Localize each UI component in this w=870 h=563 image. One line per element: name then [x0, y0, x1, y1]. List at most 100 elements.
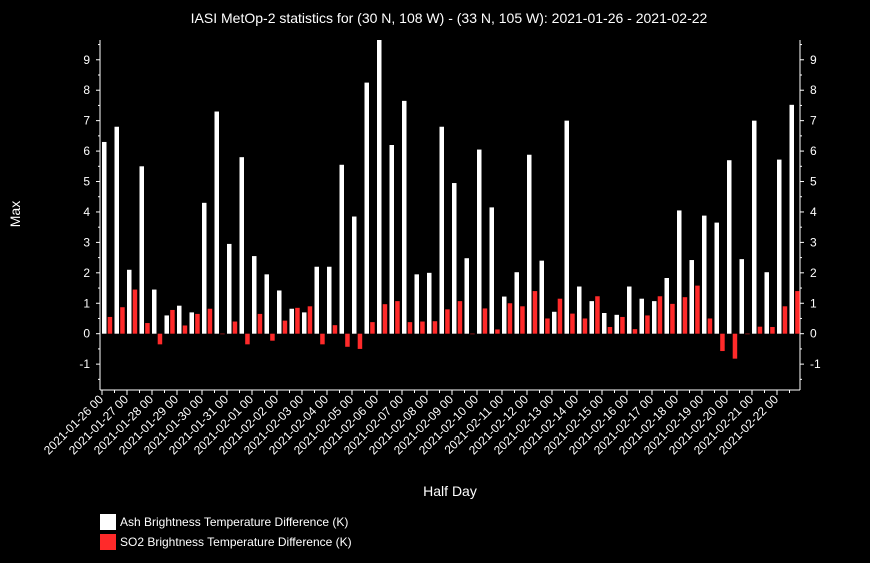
ash-bar [489, 207, 494, 334]
ash-bar [152, 289, 157, 334]
ash-bar [227, 243, 232, 334]
y-tick-label-left: 2 [83, 266, 90, 280]
so2-bar [470, 333, 475, 335]
ash-bar [352, 216, 357, 334]
ash-bar [127, 269, 132, 334]
ash-bar [139, 166, 144, 334]
ash-bar [339, 164, 344, 334]
y-tick-label-right: 8 [810, 83, 817, 97]
ash-bar [289, 308, 294, 334]
ash-bar [739, 259, 744, 334]
ash-bar [689, 260, 694, 334]
ash-bar [314, 266, 319, 334]
ash-bar [764, 272, 769, 334]
y-tick-label-left: 8 [83, 83, 90, 97]
ash-bar [264, 274, 269, 334]
so2-bar [332, 325, 338, 334]
so2-bar [220, 333, 225, 335]
ash-bar [327, 266, 332, 334]
so2-bar [782, 306, 788, 334]
ash-bar [239, 157, 244, 334]
so2-bar [695, 285, 700, 334]
so2-bar [182, 325, 188, 334]
y-tick-label-left: 7 [83, 114, 90, 128]
ash-bar [539, 260, 544, 334]
so2-bar [382, 304, 388, 334]
so2-bar [757, 326, 763, 334]
y-axis-label: Max [7, 201, 23, 227]
so2-bar [682, 297, 688, 334]
so2-bar [657, 296, 663, 334]
ash-bar [452, 183, 457, 334]
ash-bar [652, 301, 657, 334]
so2-bar [570, 313, 575, 334]
legend-label-so2: SO2 Brightness Temperature Difference (K… [120, 535, 352, 549]
ash-bar [752, 120, 757, 334]
so2-bar [282, 320, 288, 334]
so2-bar [357, 333, 363, 349]
so2-bar [120, 307, 125, 334]
ash-bar [664, 278, 669, 334]
so2-bar [720, 333, 725, 352]
y-tick-label-right: 2 [810, 266, 817, 280]
so2-bar [370, 322, 375, 334]
y-tick-label-right: 9 [810, 53, 817, 67]
ash-bar [102, 141, 107, 334]
y-tick-label-left: 3 [83, 235, 90, 249]
y-tick-label-right: 5 [810, 175, 817, 189]
so2-bar [420, 321, 425, 334]
ash-bar [202, 202, 207, 334]
so2-bar [395, 301, 400, 334]
ash-bar [639, 298, 644, 334]
legend-swatch-so2 [100, 534, 116, 550]
ash-bar [514, 272, 519, 334]
ash-bar [777, 159, 782, 334]
y-tick-label-right: 0 [810, 327, 817, 341]
so2-bar [507, 303, 513, 334]
y-tick-label-left: 6 [83, 144, 90, 158]
ash-bar [402, 100, 407, 334]
so2-bar [520, 306, 525, 334]
ash-bar [677, 210, 682, 334]
so2-bar [170, 309, 175, 334]
so2-bar [445, 309, 450, 334]
ash-bar [427, 272, 432, 334]
so2-bar [732, 333, 738, 359]
ash-bar [277, 290, 282, 334]
y-tick-label-left: 5 [83, 175, 90, 189]
ash-bar [164, 315, 169, 334]
ash-bar [389, 145, 394, 334]
so2-bar [195, 313, 200, 334]
ash-bar [527, 154, 532, 334]
ash-bar [414, 274, 419, 334]
so2-bar [495, 329, 500, 334]
ash-bar [114, 126, 119, 334]
ash-bar [377, 40, 382, 334]
so2-bar [307, 306, 313, 334]
so2-bar [795, 291, 800, 334]
legend: Ash Brightness Temperature Difference (K… [100, 512, 352, 552]
so2-bar [432, 321, 438, 334]
so2-bar [745, 333, 750, 335]
legend-item-so2: SO2 Brightness Temperature Difference (K… [100, 532, 352, 552]
so2-bar [770, 327, 775, 334]
so2-bar [320, 333, 325, 345]
chart-title: IASI MetOp-2 statistics for (30 N, 108 W… [191, 10, 708, 26]
ash-bar [727, 160, 732, 334]
so2-bar [107, 316, 113, 334]
so2-bar [707, 318, 713, 334]
so2-bar [545, 318, 550, 334]
ash-bar [177, 305, 182, 334]
ash-bar [702, 215, 707, 334]
x-axis-label: Half Day [423, 483, 477, 499]
ash-bar [464, 258, 469, 334]
ash-bar [502, 296, 507, 334]
y-tick-label-right: -1 [810, 357, 821, 371]
ash-bar [577, 286, 582, 334]
so2-bar [245, 333, 250, 345]
ash-bar [789, 104, 794, 334]
ash-bar [189, 312, 194, 334]
ash-bar [302, 312, 307, 334]
